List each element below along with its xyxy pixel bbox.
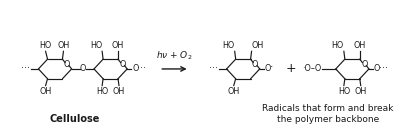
Text: ···: ··· <box>208 65 217 73</box>
Text: HO: HO <box>96 87 108 96</box>
Text: HO: HO <box>90 41 102 50</box>
Text: OH: OH <box>112 87 125 96</box>
Text: ···: ··· <box>137 65 146 73</box>
Text: OH: OH <box>39 87 52 96</box>
Text: O: O <box>264 65 270 73</box>
Text: $h\nu$ + O$_2$: $h\nu$ + O$_2$ <box>156 50 192 62</box>
Text: O: O <box>119 60 126 68</box>
Text: HO: HO <box>39 41 52 50</box>
Text: OH: OH <box>251 41 263 50</box>
Text: HO: HO <box>222 41 234 50</box>
Text: O: O <box>79 65 86 73</box>
Text: +: + <box>285 63 295 75</box>
Text: ···: ··· <box>20 65 29 73</box>
Text: HO: HO <box>331 41 343 50</box>
Text: O: O <box>360 60 366 68</box>
Text: O: O <box>64 60 70 68</box>
Text: OH: OH <box>57 41 70 50</box>
Text: HO: HO <box>337 87 349 96</box>
Text: OH: OH <box>354 87 366 96</box>
Text: OH: OH <box>112 41 124 50</box>
Text: O: O <box>132 65 138 73</box>
Text: Cellulose: Cellulose <box>49 114 99 124</box>
Text: Radicals that form and break
the polymer backbone: Radicals that form and break the polymer… <box>262 104 393 124</box>
Text: OH: OH <box>227 87 239 96</box>
Text: OH: OH <box>353 41 365 50</box>
Text: ···: ··· <box>378 65 387 73</box>
Text: O: O <box>252 60 258 68</box>
Text: ·O–O: ·O–O <box>301 65 320 73</box>
Text: ·: · <box>269 62 272 72</box>
Text: O: O <box>373 65 379 73</box>
